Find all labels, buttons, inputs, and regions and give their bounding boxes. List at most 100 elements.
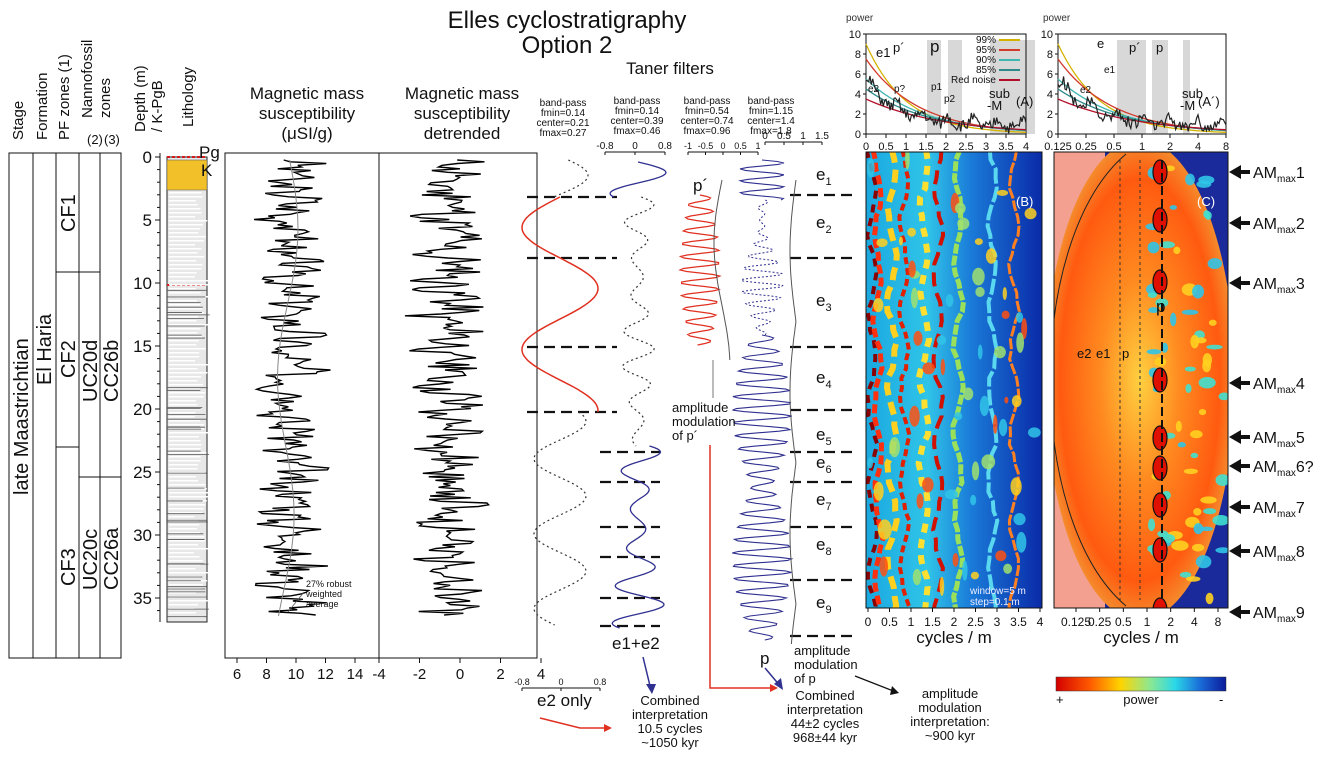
- spec-a2-band-m: -M: [1180, 98, 1195, 113]
- spec-x-label: 0.25: [1075, 141, 1096, 153]
- litho-stripe: [169, 612, 197, 614]
- panel-b-blob: [866, 158, 875, 178]
- e-cycle-label: e4: [816, 368, 832, 391]
- small-axis-label: 0: [720, 141, 725, 151]
- litho-stripe: [169, 388, 201, 390]
- spec-a-band-p2: p2: [944, 94, 956, 105]
- spec-x-label: 4: [1195, 141, 1201, 153]
- litho-stripe: [169, 564, 201, 566]
- panel-b-blob: [908, 260, 916, 278]
- x-tick-label: -2: [413, 666, 426, 683]
- litho-stripe: [169, 520, 199, 522]
- litho-stripe: [169, 460, 201, 462]
- panel-b-blob: [873, 481, 884, 501]
- detrended-panel: Magnetic mass susceptibility detrended -…: [372, 84, 545, 683]
- amax-arrow-icon: [1229, 430, 1250, 444]
- spec-a-ticks: 0 2 4 6 8 10 0 0.5 1 1.5 2 2.5 3 3.5 4: [849, 29, 1029, 153]
- spec-power-line: [865, 75, 1027, 134]
- panel-c-amax-blob: [1152, 367, 1168, 393]
- spec-a2-label: (A´): [1198, 94, 1220, 109]
- spec-a2-power-label: power: [1043, 13, 1071, 24]
- panel-c-blob: [1185, 173, 1195, 186]
- litho-stripe: [169, 432, 209, 434]
- spec-y-label: 10: [1041, 29, 1053, 41]
- taner-f1-l1: band-pass: [540, 98, 587, 109]
- panel-c-blob: [1190, 452, 1199, 459]
- litho-stripe: [169, 348, 206, 350]
- spec-x-label: 1.5: [918, 141, 933, 153]
- panel-c-tag-e2: e2: [1077, 346, 1091, 361]
- filter-e2-red: [521, 196, 599, 413]
- amp-p-prime-3: of p´: [672, 428, 698, 443]
- filter-p-prime-envelope: [713, 179, 731, 361]
- panel-b-blob: [1027, 427, 1041, 438]
- panel-b-blob: [974, 238, 983, 246]
- amax-label: AMmax2: [1253, 216, 1305, 236]
- depth-tick-label: 20: [133, 400, 152, 419]
- spec-a2-band-p: p: [1156, 40, 1163, 55]
- panel-b-blob: [867, 457, 873, 469]
- panel-c-blob: [1179, 571, 1192, 578]
- interp-b-2: interpretation: [787, 702, 863, 717]
- litho-stripe: [169, 264, 203, 266]
- small-axis-label: 1: [755, 141, 760, 151]
- panel-b-streak: [931, 152, 946, 608]
- amax-arrow-icon: [1229, 216, 1250, 230]
- panel-b-streak: [866, 152, 880, 608]
- spec-y-label: 2: [1047, 109, 1053, 121]
- litho-stripe: [169, 284, 209, 286]
- legend-entry-label: Red noise: [951, 75, 996, 86]
- litho-stripe: [169, 372, 208, 374]
- panel-c-tag-p: p: [1122, 346, 1129, 361]
- litho-stripe: [169, 552, 195, 554]
- panel-b-blob: [873, 298, 884, 313]
- panel-b-blob: [970, 571, 980, 580]
- litho-stripe: [169, 572, 209, 574]
- litho-stripe: [169, 240, 204, 242]
- panel-c-blob: [1186, 576, 1201, 582]
- depth-tick-label: 35: [133, 589, 152, 608]
- e-cycle-label: e6: [816, 453, 832, 476]
- litho-stripe: [169, 464, 198, 466]
- filter-e2-dotted: [533, 159, 589, 626]
- panel-b-blob: [910, 287, 918, 309]
- spec-a2-band-e2: e2: [1080, 85, 1092, 96]
- panel-tick-label: 3.5: [1010, 615, 1027, 629]
- panel-c-label: (C): [1197, 194, 1215, 209]
- litho-stripe: [169, 568, 196, 570]
- panel-b-blob: [922, 477, 934, 493]
- depth-tick-label: 5: [143, 211, 152, 230]
- panel-c-blob: [1207, 258, 1223, 270]
- amp-p-3: of p: [794, 671, 816, 686]
- x-tick-label: 14: [347, 666, 364, 683]
- panel-b-blob: [992, 414, 998, 434]
- spec-y-label: 8: [855, 49, 861, 61]
- panel-c-blob: [1147, 241, 1160, 254]
- litho-stripe: [169, 496, 208, 498]
- nanno-zone-uc20c: UC20c: [80, 529, 102, 590]
- panel-c-blob: [1169, 312, 1177, 327]
- amax-label: AMmax4: [1253, 376, 1305, 396]
- ms-label-2: susceptibility: [259, 104, 356, 123]
- taner1-bottom-axis: -0.8 0 0.8: [514, 677, 606, 691]
- panel-b-blob: [1016, 332, 1025, 353]
- detrended-curve: [404, 159, 491, 616]
- figure-title-line2: Option 2: [522, 32, 613, 59]
- litho-stripe: [169, 196, 203, 198]
- panel-b-blob: [922, 362, 935, 375]
- legend-entry-label: 99%: [976, 35, 996, 46]
- panel-c-blob: [1173, 246, 1181, 255]
- x-tick-label: 4: [537, 666, 545, 683]
- ms-x-ticks: 6 8 10 12 14: [233, 658, 364, 683]
- figure-title-line1: Elles cyclostratigraphy: [448, 7, 687, 34]
- litho-stripe: [169, 200, 196, 202]
- panel-c-blob: [1154, 357, 1167, 367]
- litho-stripe: [169, 352, 200, 354]
- panel-c-blob: [1155, 298, 1169, 308]
- panel-b-blob: [957, 217, 970, 230]
- taner-title: Taner filters: [626, 59, 714, 78]
